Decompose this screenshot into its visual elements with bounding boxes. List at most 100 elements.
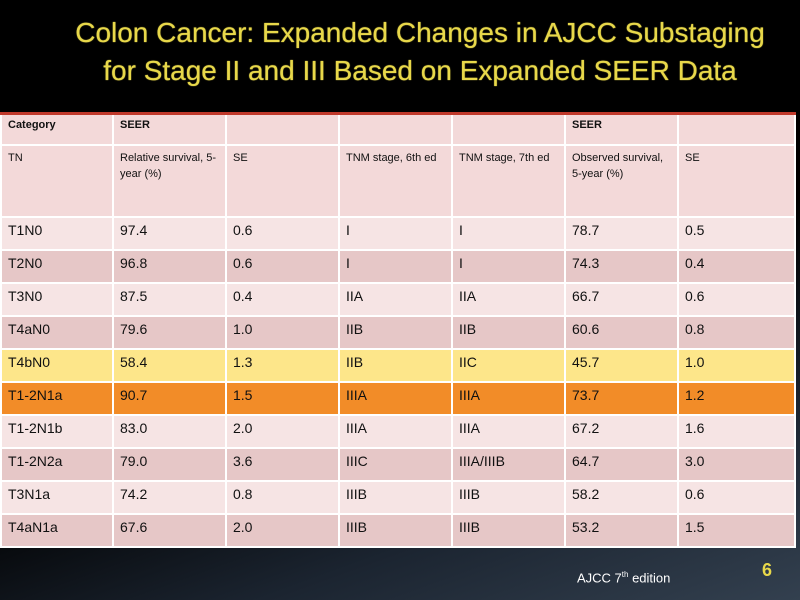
table-row: T4aN0 79.6 1.0 IIB IIB 60.6 0.8: [0, 315, 796, 350]
table-cell: 78.7: [564, 216, 679, 251]
table-cell: Relative survival, 5-year (%): [112, 144, 227, 218]
table-cell: TN: [0, 144, 114, 218]
table-cell: T2N0: [0, 249, 114, 284]
table-cell: 3.6: [225, 447, 340, 482]
table-cell: I: [451, 216, 566, 251]
header-row-2: TN Relative survival, 5-year (%) SE TNM sta…: [0, 144, 796, 218]
edition-suffix: edition: [628, 570, 671, 586]
table-cell: IIB: [451, 315, 566, 350]
table-cell: IIA: [338, 282, 453, 317]
staging-table: Category SEER SEER TN Relative survival, 5-y…: [0, 112, 796, 548]
table-cell: 97.4: [112, 216, 227, 251]
table-cell: [677, 112, 796, 146]
table-row: T3N0 87.5 0.4 IIA IIA 66.7 0.6: [0, 282, 796, 317]
edition-sup: th: [621, 570, 629, 579]
table-cell: T1-2N1b: [0, 414, 114, 449]
table-row: T1N0 97.4 0.6 I I 78.7 0.5: [0, 216, 796, 251]
table-cell: IIIA/IIIB: [451, 447, 566, 482]
table-cell: T4aN0: [0, 315, 114, 350]
table-cell: IIIA: [338, 414, 453, 449]
table-cell: 79.6: [112, 315, 227, 350]
table-cell: 58.4: [112, 348, 227, 383]
table-cell: 73.7: [564, 381, 679, 416]
table-cell: I: [451, 249, 566, 284]
table-cell: IIIB: [338, 480, 453, 515]
table-cell: IIC: [451, 348, 566, 383]
table-cell: T3N1a: [0, 480, 114, 515]
table-cell: [338, 112, 453, 146]
table-cell: IIA: [451, 282, 566, 317]
table-cell: 53.2: [564, 513, 679, 548]
table-cell: 58.2: [564, 480, 679, 515]
table-cell: T1-2N2a: [0, 447, 114, 482]
table-cell: 74.2: [112, 480, 227, 515]
table-cell: 0.8: [225, 480, 340, 515]
table-cell: Observed survival, 5-year (%): [564, 144, 679, 218]
table-cell: 83.0: [112, 414, 227, 449]
table-cell: 74.3: [564, 249, 679, 284]
edition-prefix: AJCC 7: [577, 570, 622, 586]
table-cell: 1.0: [677, 348, 796, 383]
table-row: T3N1a 74.2 0.8 IIIB IIIB 58.2 0.6: [0, 480, 796, 515]
table-cell: IIIB: [338, 513, 453, 548]
table-cell: 1.3: [225, 348, 340, 383]
table-cell: 0.8: [677, 315, 796, 350]
table-cell: 0.5: [677, 216, 796, 251]
table-cell: SEER: [112, 112, 227, 146]
table-cell: T4aN1a: [0, 513, 114, 548]
table-cell: 45.7: [564, 348, 679, 383]
table-cell: 0.6: [677, 480, 796, 515]
table-cell: 2.0: [225, 414, 340, 449]
table-cell: TNM stage, 7th ed: [451, 144, 566, 218]
table-cell: IIIB: [451, 513, 566, 548]
table-cell: [225, 112, 340, 146]
table-cell: IIIA: [451, 381, 566, 416]
table-cell: 1.0: [225, 315, 340, 350]
title-line-2: for Stage II and III Based on Expanded S…: [103, 55, 737, 86]
table-row: T1-2N2a 79.0 3.6 IIIC IIIA/IIIB 64.7 3.0: [0, 447, 796, 482]
table-row: T1-2N1b 83.0 2.0 IIIA IIIA 67.2 1.6: [0, 414, 796, 449]
table-cell: SEER: [564, 112, 679, 146]
table-cell: 2.0: [225, 513, 340, 548]
table-cell: IIIB: [451, 480, 566, 515]
table-cell: 3.0: [677, 447, 796, 482]
table-cell: 67.2: [564, 414, 679, 449]
table-cell: Category: [0, 112, 114, 146]
table-cell: IIB: [338, 348, 453, 383]
table-cell: TNM stage, 6th ed: [338, 144, 453, 218]
table-cell: 1.5: [677, 513, 796, 548]
table-cell: 0.6: [225, 216, 340, 251]
table-cell: 79.0: [112, 447, 227, 482]
table-cell: SE: [677, 144, 796, 218]
table-cell: T1N0: [0, 216, 114, 251]
title-line-1: Colon Cancer: Expanded Changes in AJCC S…: [75, 17, 765, 48]
table-cell: 67.6: [112, 513, 227, 548]
table-cell: T3N0: [0, 282, 114, 317]
table-cell: 87.5: [112, 282, 227, 317]
table-cell: 60.6: [564, 315, 679, 350]
edition-note: AJCC 7th edition: [577, 570, 670, 585]
table-cell: IIIA: [338, 381, 453, 416]
table-row: T4bN0 58.4 1.3 IIB IIC 45.7 1.0: [0, 348, 796, 383]
table-cell: IIIC: [338, 447, 453, 482]
table-cell: 0.6: [677, 282, 796, 317]
table-cell: 1.6: [677, 414, 796, 449]
table-cell: 0.4: [225, 282, 340, 317]
table-row: T2N0 96.8 0.6 I I 74.3 0.4: [0, 249, 796, 284]
page-number: 6: [762, 560, 773, 580]
table-row: T1-2N1a 90.7 1.5 IIIA IIIA 73.7 1.2: [0, 381, 796, 416]
table-cell: 1.5: [225, 381, 340, 416]
table-cell: T4bN0: [0, 348, 114, 383]
table-cell: 90.7: [112, 381, 227, 416]
table-cell: I: [338, 249, 453, 284]
table-cell: 0.6: [225, 249, 340, 284]
table-cell: 66.7: [564, 282, 679, 317]
slide-title: Colon Cancer: Expanded Changes in AJCC S…: [60, 14, 780, 90]
table-row: T4aN1a 67.6 2.0 IIIB IIIB 53.2 1.5: [0, 513, 796, 548]
table-cell: 0.4: [677, 249, 796, 284]
table-cell: 1.2: [677, 381, 796, 416]
table-cell: T1-2N1a: [0, 381, 114, 416]
table-cell: 96.8: [112, 249, 227, 284]
table-cell: [451, 112, 566, 146]
